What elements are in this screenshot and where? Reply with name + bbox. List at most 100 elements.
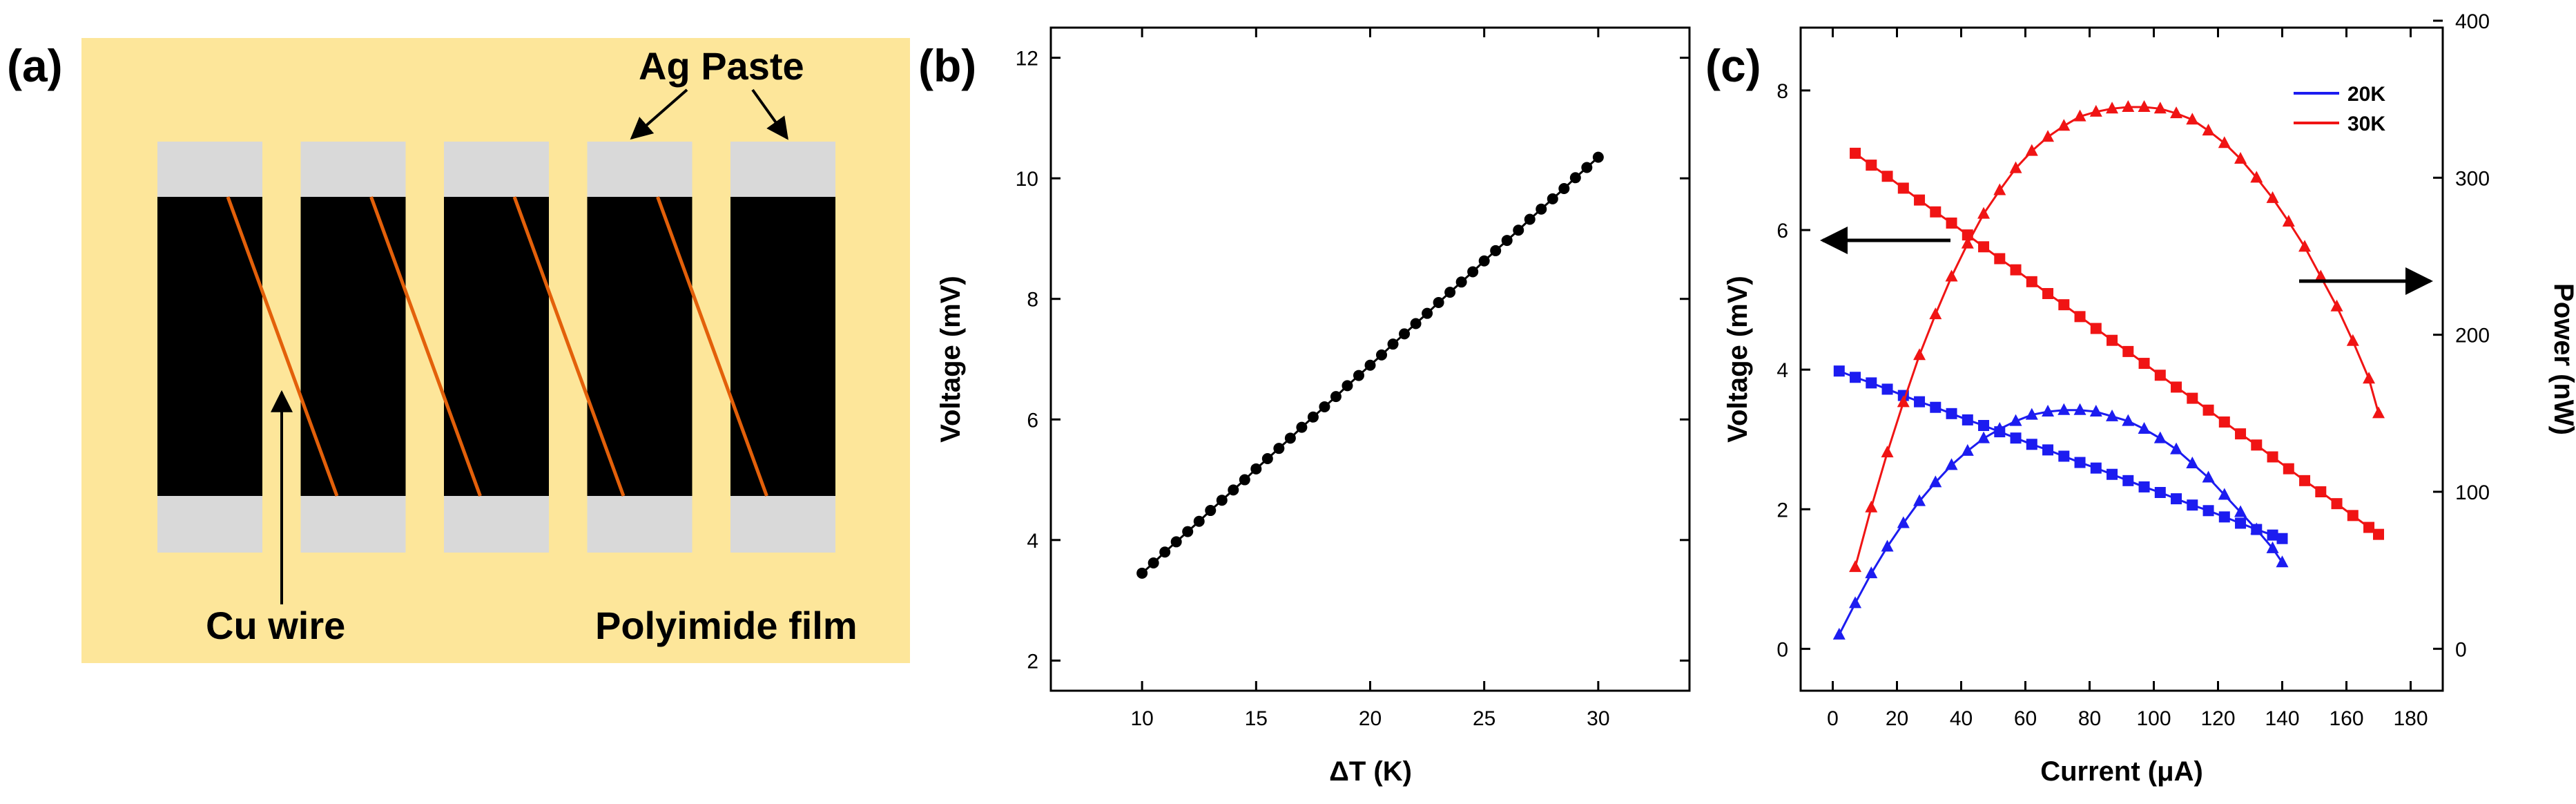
data-point-square (1914, 194, 1926, 206)
x-tick-label: 180 (2393, 707, 2428, 730)
data-point-square (2138, 481, 2150, 492)
data-point (1136, 567, 1148, 579)
data-point-square (1946, 217, 1957, 229)
data-point (1501, 235, 1513, 247)
cu-wire-label: Cu wire (206, 604, 345, 647)
ag-paste-bottom (444, 496, 549, 553)
x-tick-label: 15 (1245, 707, 1268, 730)
data-point-square (2074, 457, 2086, 468)
data-point-square (1994, 253, 2006, 265)
panel-a-label: (a) (7, 40, 63, 91)
data-point-triangle (2346, 334, 2359, 346)
data-point (1455, 276, 1467, 288)
data-point-square (2107, 468, 2118, 480)
polyimide-film-label: Polyimide film (595, 604, 858, 647)
data-point-triangle (1849, 560, 1862, 573)
data-point (1147, 557, 1159, 568)
data-point (1592, 151, 1604, 163)
data-point-triangle (2202, 470, 2215, 483)
thermoelectric-leg (157, 197, 262, 496)
ag-paste-bottom (300, 496, 406, 553)
data-point (1387, 338, 1399, 350)
data-point-square (2171, 381, 2182, 393)
data-point (1307, 411, 1319, 423)
data-point (1296, 421, 1308, 433)
data-point-square (2122, 345, 2134, 357)
data-point-square (1850, 147, 1861, 159)
panel-c-label: (c) (1705, 40, 1761, 91)
data-point-square (2026, 439, 2037, 450)
data-point-triangle (2266, 541, 2279, 553)
data-point-square (2267, 451, 2278, 463)
data-point-triangle (1865, 566, 1878, 579)
data-point-square (1850, 372, 1861, 383)
cu-wire (369, 196, 482, 497)
x-tick-label: 0 (1827, 707, 1839, 730)
data-point-triangle (2276, 555, 2289, 568)
data-point (1342, 380, 1353, 392)
data-point-triangle (2314, 269, 2327, 282)
ag-paste-arrow-right (751, 88, 788, 140)
y-tick-label: 10 (1016, 168, 1038, 191)
data-point-square (1962, 414, 1973, 425)
data-point-triangle (2363, 372, 2376, 384)
data-point (1330, 391, 1342, 403)
data-point-square (2090, 323, 2102, 334)
data-point-square (2187, 392, 2198, 404)
x-tick-label: 20 (1886, 707, 1908, 730)
data-point (1581, 162, 1593, 173)
data-point-square (2171, 493, 2182, 505)
data-point-triangle (2042, 405, 2055, 417)
x-tick-label: 20 (1359, 707, 1382, 730)
data-point (1205, 505, 1217, 517)
data-point (1228, 484, 1239, 496)
data-point (1273, 443, 1285, 454)
data-point-triangle (1913, 494, 1926, 506)
data-point-triangle (2234, 152, 2247, 164)
data-point-square (2363, 521, 2375, 533)
x-tick-label: 100 (2136, 707, 2171, 730)
ag-paste-bottom (157, 496, 262, 553)
cu-wire (226, 196, 339, 497)
data-point (1536, 203, 1547, 215)
plot-c-ylabel: Voltage (mV) (1723, 276, 1753, 443)
data-point-triangle (2089, 405, 2102, 417)
data-point-triangle (1865, 500, 1878, 513)
data-point-triangle (1832, 627, 1846, 640)
cu-wire (656, 196, 768, 497)
data-point-triangle (2138, 422, 2151, 434)
ag-paste-top (300, 142, 406, 197)
data-point-triangle (2266, 191, 2279, 203)
data-point-triangle (2073, 403, 2086, 415)
plot-b-series (1136, 151, 1604, 579)
plot-c-xlabel: Current (μA) (2040, 756, 2203, 787)
data-point (1216, 495, 1228, 506)
panel-a-schematic: (a) Ag Paste Cu wire Polyimide film (7, 38, 910, 663)
data-point-triangle (1913, 348, 1926, 361)
data-point-triangle (2218, 488, 2231, 500)
ag-paste-arrow-left (630, 88, 688, 140)
data-point-triangle (2138, 100, 2151, 113)
plot-b-ylabel: Voltage (mV) (936, 276, 966, 443)
data-point-triangle (2025, 144, 2038, 156)
y2-tick-label: 100 (2455, 481, 2490, 504)
legend-label: 30K (2347, 113, 2385, 135)
x-tick-label: 160 (2329, 707, 2363, 730)
plot-b-xlabel: ΔT (K) (1329, 756, 1412, 787)
data-point (1250, 463, 1262, 475)
data-point-triangle (1945, 269, 1958, 282)
legend-label: 20K (2347, 83, 2385, 106)
data-point-triangle (1849, 596, 1862, 609)
plot-b-axes: 10 15 20 25 30 2 4 6 8 10 12 (1016, 28, 1689, 730)
x-tick-label: 40 (1950, 707, 1973, 730)
data-point-triangle (2218, 136, 2231, 149)
data-point-triangle (1977, 207, 1991, 219)
y-tick-label: 2 (1776, 499, 1788, 521)
data-point-square (1897, 182, 1909, 194)
data-point (1547, 193, 1558, 204)
data-point-triangle (2250, 522, 2263, 535)
y-tick-label: 6 (1776, 220, 1788, 242)
data-point (1319, 401, 1330, 412)
plot-b-frame (1049, 26, 1691, 692)
